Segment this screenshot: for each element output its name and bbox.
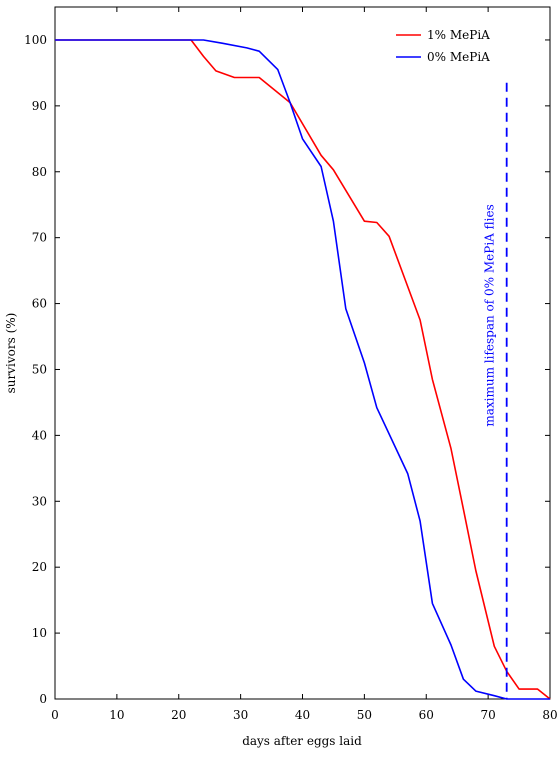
x-tick-label: 40 <box>295 708 310 722</box>
x-tick-label: 70 <box>480 708 495 722</box>
annotation-layer: maximum lifespan of 0% MePiA flies <box>483 82 508 699</box>
x-tick-label: 80 <box>542 708 557 722</box>
y-tick-label: 50 <box>32 362 47 376</box>
max-lifespan-annotation: maximum lifespan of 0% MePiA flies <box>483 204 497 426</box>
x-axis-label: days after eggs laid <box>242 734 362 748</box>
y-tick-label: 70 <box>32 231 47 245</box>
x-tick-label: 0 <box>51 708 59 722</box>
x-tick-label: 60 <box>419 708 434 722</box>
series-layer <box>55 39 551 700</box>
y-axis-label: survivors (%) <box>4 313 18 394</box>
y-tick-label: 40 <box>32 428 47 442</box>
legend-label: 1% MePiA <box>427 28 490 42</box>
axis-ticks: 0 10 20 30 40 50 60 70 80 0 10 20 30 40 50 60 70 80 90 100 <box>24 7 558 722</box>
legend-label: 0% MePiA <box>427 50 490 64</box>
x-tick-label: 20 <box>171 708 186 722</box>
series-line-1-mepia <box>55 39 551 700</box>
y-tick-label: 90 <box>32 99 47 113</box>
plot-frame <box>54 6 551 700</box>
y-tick-label: 80 <box>32 165 47 179</box>
x-tick-label: 30 <box>233 708 248 722</box>
series-line-0-mepia <box>55 39 550 700</box>
y-tick-label: 0 <box>39 692 47 706</box>
y-tick-label: 30 <box>32 494 47 508</box>
y-tick-label: 100 <box>24 33 47 47</box>
legend: 1% MePiA 0% MePiA <box>396 28 490 64</box>
x-tick-label: 10 <box>109 708 124 722</box>
x-tick-label: 50 <box>357 708 372 722</box>
y-tick-label: 60 <box>32 297 47 311</box>
y-tick-label: 10 <box>32 626 47 640</box>
y-tick-label: 20 <box>32 560 47 574</box>
